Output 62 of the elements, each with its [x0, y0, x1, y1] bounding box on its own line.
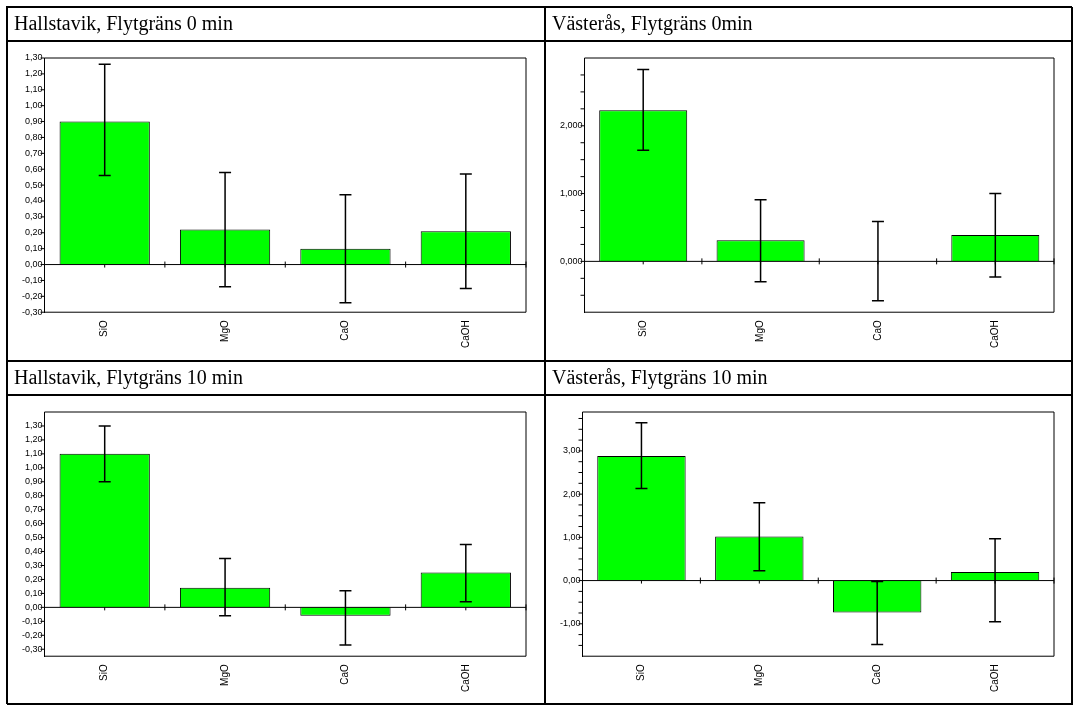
y-tick-label: 1,10 — [24, 448, 43, 459]
y-tick-label: 0,40 — [24, 195, 43, 206]
chart-title: Hallstavik, Flytgräns 0 min — [7, 7, 545, 41]
y-tick-label: 2,00 — [562, 488, 581, 499]
x-tick-label: CaOH — [989, 320, 1001, 349]
y-tick-label: 0,20 — [24, 227, 43, 238]
x-tick-label: SiO — [98, 664, 110, 681]
y-tick-label: 1,20 — [24, 68, 43, 79]
y-tick-label: -0,20 — [22, 290, 43, 301]
x-tick-label: MgO — [753, 664, 765, 686]
y-tick-label: 0,00 — [24, 601, 43, 612]
x-tick-label: CaO — [339, 320, 351, 341]
y-tick-label: 1,00 — [24, 462, 43, 473]
x-tick-label: CaO — [871, 320, 883, 341]
x-tick-label: MgO — [218, 664, 230, 686]
y-tick-label: -1,00 — [560, 618, 581, 629]
x-tick-label: MgO — [218, 320, 230, 342]
y-tick-label: 0,30 — [24, 211, 43, 222]
y-tick-label: 3,00 — [562, 445, 581, 456]
y-tick-label: 0,30 — [24, 559, 43, 570]
x-tick-label: CaO — [339, 664, 351, 685]
x-tick-label: MgO — [754, 320, 766, 342]
x-tick-label: CaOH — [988, 664, 1000, 693]
x-tick-label: CaOH — [459, 664, 471, 693]
y-tick-label: 0,00 — [24, 259, 43, 270]
y-tick-label: 0,50 — [24, 532, 43, 543]
y-tick-label: 2,000 — [559, 120, 583, 131]
y-tick-label: -0,10 — [22, 615, 43, 626]
x-tick-label: CaOH — [459, 320, 471, 349]
y-tick-label: 1,00 — [24, 100, 43, 111]
x-tick-label: SiO — [636, 320, 648, 337]
y-tick-label: 1,10 — [24, 84, 43, 95]
chart-title: Västerås, Flytgräns 0min — [545, 7, 1073, 41]
y-tick-label: -0,30 — [22, 643, 43, 654]
y-tick-label: 0,70 — [24, 504, 43, 515]
y-tick-label: 0,70 — [24, 147, 43, 158]
y-tick-label: 1,20 — [24, 434, 43, 445]
y-tick-label: 0,00 — [562, 575, 581, 586]
y-tick-label: 1,00 — [562, 531, 581, 542]
y-tick-label: 0,40 — [24, 546, 43, 557]
y-tick-label: 0,10 — [24, 587, 43, 598]
x-tick-label: SiO — [98, 320, 110, 337]
chart-title: Västerås, Flytgräns 10 min — [545, 361, 1073, 395]
y-tick-label: 0,90 — [24, 116, 43, 127]
y-tick-label: 0,80 — [24, 131, 43, 142]
y-tick-label: 0,10 — [24, 243, 43, 254]
y-tick-label: -0,30 — [22, 306, 43, 317]
y-tick-label: 0,60 — [24, 518, 43, 529]
y-tick-label: 0,000 — [559, 255, 583, 266]
x-tick-label: CaO — [870, 664, 882, 685]
y-tick-label: 1,30 — [24, 420, 43, 431]
y-tick-label: 1,30 — [24, 52, 43, 63]
y-tick-label: 1,000 — [559, 188, 583, 199]
chart-title: Hallstavik, Flytgräns 10 min — [7, 361, 545, 395]
y-tick-label: 0,90 — [24, 476, 43, 487]
y-tick-label: -0,10 — [22, 274, 43, 285]
y-tick-label: 0,50 — [24, 179, 43, 190]
y-tick-label: 0,80 — [24, 490, 43, 501]
y-tick-label: 0,20 — [24, 573, 43, 584]
y-tick-label: 0,60 — [24, 163, 43, 174]
y-tick-label: -0,20 — [22, 629, 43, 640]
x-tick-label: SiO — [635, 664, 647, 681]
